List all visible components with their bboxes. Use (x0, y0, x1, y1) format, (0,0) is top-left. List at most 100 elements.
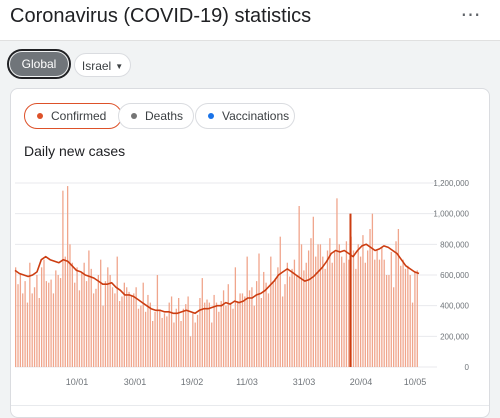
deaths-chip[interactable]: Deaths (118, 103, 194, 129)
bar (390, 252, 392, 367)
bar (168, 302, 170, 367)
bar (78, 290, 81, 367)
bar (359, 256, 362, 367)
bar (319, 244, 322, 367)
bar (345, 241, 348, 367)
bar (100, 259, 102, 367)
bar (416, 270, 418, 367)
bar (144, 311, 147, 367)
bar (196, 314, 199, 367)
stats-card: Confirmed Deaths Vaccinations Daily new … (10, 88, 490, 418)
bar (307, 250, 310, 367)
bar (66, 186, 69, 367)
bar (215, 302, 218, 367)
confirmed-chip[interactable]: Confirmed (24, 103, 122, 129)
bar (364, 262, 366, 367)
bar (348, 259, 350, 367)
vaccinations-chip[interactable]: Vaccinations (195, 103, 295, 129)
confirmed-chip-label: Confirmed (51, 109, 107, 123)
chart-title: Daily new cases (24, 143, 126, 159)
bar (371, 213, 374, 367)
more-horiz-icon[interactable]: ⋯ (460, 4, 482, 26)
bar (40, 267, 43, 367)
bar (400, 265, 402, 367)
y-tick-label: 200,000 (440, 332, 469, 341)
bar (137, 308, 140, 367)
bar (281, 296, 284, 367)
bar (324, 268, 326, 367)
bar (322, 256, 324, 367)
country-filter-dropdown[interactable]: Israel ▼ (74, 53, 131, 77)
bar (303, 270, 305, 367)
bar (376, 250, 378, 367)
bar (130, 294, 133, 367)
bar (229, 302, 232, 367)
bar (74, 282, 76, 367)
bar (128, 291, 130, 367)
bar (362, 235, 364, 367)
x-tick-label: 19/02 (181, 377, 204, 387)
bar (102, 305, 104, 367)
x-tick-label: 31/03 (293, 377, 316, 387)
bar (187, 296, 189, 367)
bar (182, 308, 185, 367)
bar (293, 259, 296, 367)
y-tick-label: 1,200,000 (433, 179, 469, 188)
bar (170, 296, 173, 367)
bar (409, 275, 411, 367)
bar (355, 268, 357, 367)
x-tick-label: 11/03 (236, 377, 258, 387)
bar (272, 281, 274, 367)
bar (286, 262, 288, 367)
bar (76, 267, 78, 367)
bar (59, 278, 62, 367)
bar (104, 281, 107, 367)
bar (90, 268, 92, 367)
bar (15, 267, 17, 367)
vaccinations-chip-label: Vaccinations (222, 109, 290, 123)
x-tick-label: 10/01 (66, 377, 89, 387)
page-title: Coronavirus (COVID-19) statistics (10, 5, 312, 27)
bar (239, 293, 241, 367)
bar (265, 282, 267, 367)
bar (166, 316, 168, 367)
bar (298, 206, 300, 367)
bar (185, 304, 187, 367)
bar (338, 244, 340, 367)
bar (277, 267, 279, 367)
y-tick-label: 1,000,000 (433, 210, 469, 219)
bar (260, 298, 263, 367)
bar (178, 298, 180, 367)
bar (97, 275, 99, 367)
bar (29, 262, 31, 367)
bar (397, 229, 400, 367)
bar (22, 293, 24, 367)
bar (232, 308, 234, 367)
y-tick-label: 400,000 (440, 302, 469, 311)
bar (24, 281, 26, 367)
bar (225, 305, 227, 367)
bar (248, 290, 251, 367)
bar (317, 244, 319, 367)
bar (201, 278, 203, 367)
bar (52, 293, 55, 367)
bar (234, 267, 237, 367)
divider (11, 405, 489, 406)
bar (92, 293, 95, 367)
bar (159, 310, 161, 367)
bar (123, 282, 125, 367)
bar (173, 322, 175, 367)
bar (64, 256, 66, 367)
bar (296, 275, 298, 367)
bar (284, 284, 286, 367)
bar (310, 238, 312, 367)
bar (161, 317, 163, 367)
global-filter-button[interactable]: Global (7, 49, 71, 79)
bar (95, 288, 97, 367)
bar (395, 241, 397, 367)
bar (343, 262, 345, 367)
bar (336, 198, 338, 367)
country-filter-label: Israel (81, 59, 112, 73)
bar (48, 282, 50, 367)
bar (31, 293, 33, 367)
